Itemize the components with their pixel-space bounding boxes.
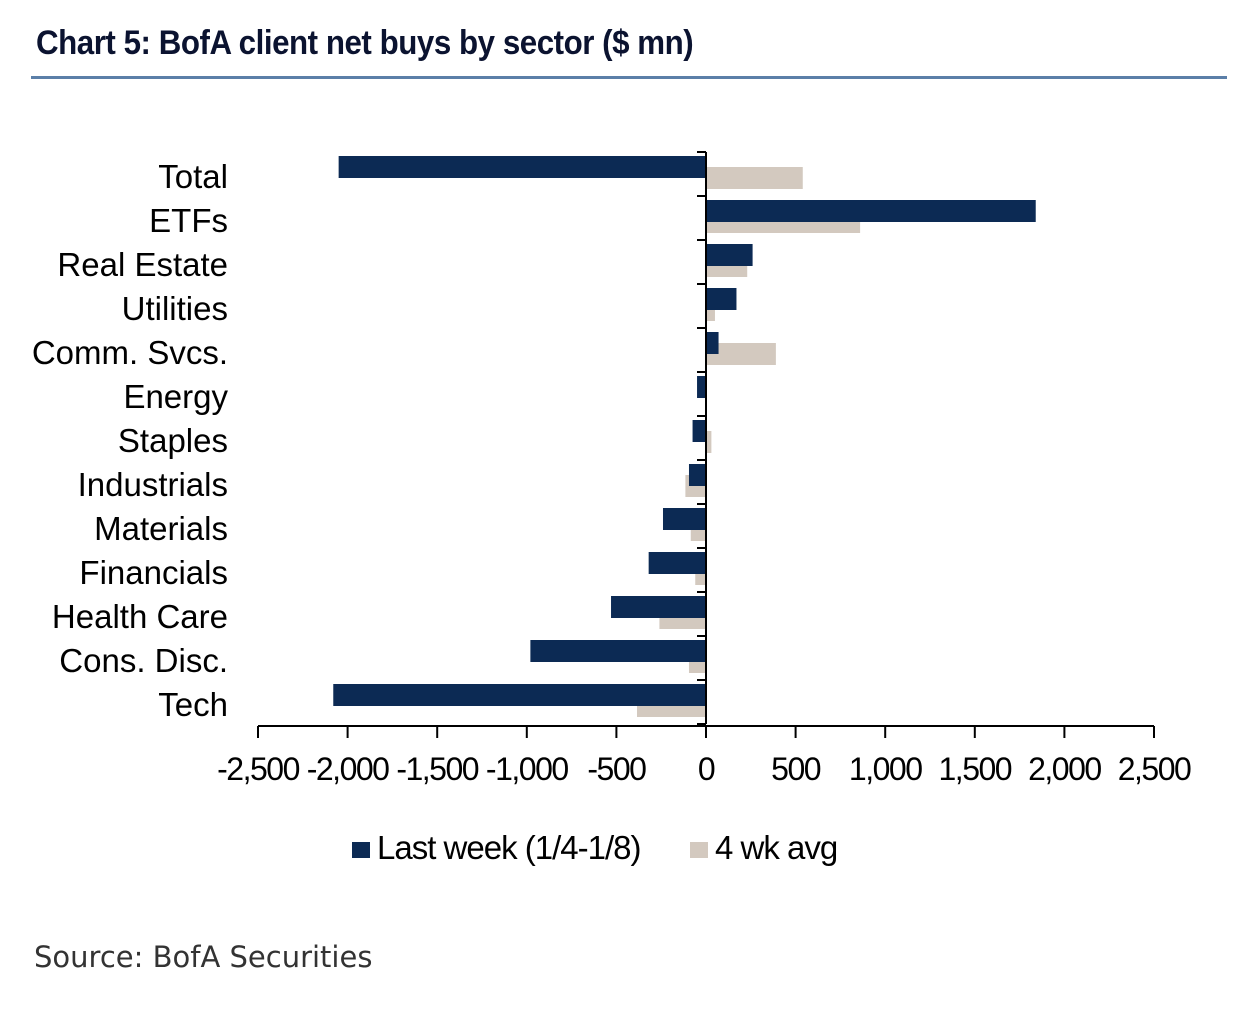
x-tick-label: -1,500: [396, 751, 478, 787]
bar-4wk-avg: [706, 431, 712, 453]
x-tick-label: 500: [771, 751, 821, 787]
category-label: Cons. Disc.: [59, 642, 228, 679]
x-tick-label: 2,500: [1118, 751, 1191, 787]
title-rule: [31, 76, 1227, 79]
category-label: Staples: [118, 422, 228, 459]
category-label: Health Care: [52, 598, 228, 635]
bar-last-week: [706, 332, 719, 354]
legend-label-4wk-avg: 4 wk avg: [715, 829, 837, 866]
x-tick-label: 1,000: [849, 751, 922, 787]
x-tick-label: 1,500: [939, 751, 1012, 787]
legend-swatch-4wk-avg: [690, 842, 708, 858]
bar-last-week: [692, 420, 706, 442]
category-label: Tech: [158, 686, 228, 723]
bar-chart: Total ETFs Real Estate Utilities Comm. Svcs.…: [32, 151, 1192, 866]
category-label: Financials: [79, 554, 228, 591]
x-tick-label: -1,000: [486, 751, 568, 787]
category-label: ETFs: [149, 202, 228, 239]
x-tick-label: 0: [698, 751, 715, 787]
x-tick-label: -2,500: [217, 751, 299, 787]
legend-swatch-last-week: [352, 842, 370, 858]
bar-last-week: [530, 640, 706, 662]
category-label: Materials: [94, 510, 228, 547]
legend-label-last-week: Last week (1/4-1/8): [377, 829, 640, 866]
category-label: Utilities: [122, 290, 228, 327]
source-note: Source: BofA Securities: [34, 940, 373, 974]
bar-last-week: [662, 508, 706, 530]
category-label: Industrials: [78, 466, 228, 503]
bar-last-week: [706, 200, 1036, 222]
bar-last-week: [697, 376, 706, 398]
bar-last-week: [333, 684, 706, 706]
x-tick-label: 2,000: [1028, 751, 1101, 787]
chart-title: Chart 5: BofA client net buys by sector …: [36, 24, 694, 62]
bar-last-week: [706, 288, 737, 310]
category-label: Comm. Svcs.: [32, 334, 228, 371]
bar-last-week: [688, 464, 706, 486]
bar-last-week: [338, 156, 706, 178]
category-label: Real Estate: [57, 246, 228, 283]
x-tick-label: -2,000: [307, 751, 389, 787]
category-label: Total: [158, 158, 228, 195]
x-tick-label: -500: [587, 751, 646, 787]
bar-last-week: [611, 596, 706, 618]
bar-last-week: [648, 552, 706, 574]
bar-4wk-avg: [706, 343, 776, 365]
bar-last-week: [706, 244, 753, 266]
bar-4wk-avg: [706, 167, 803, 189]
category-label: Energy: [123, 378, 228, 415]
